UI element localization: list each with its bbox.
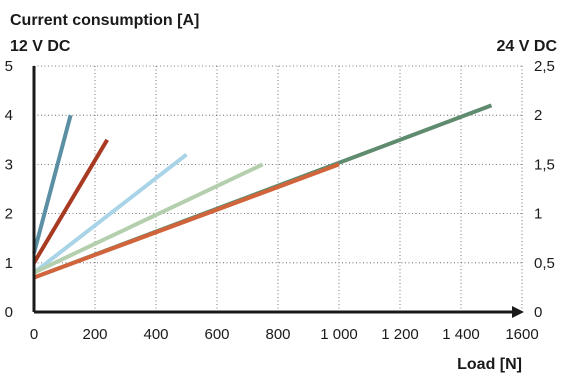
series-line-2: [32, 138, 109, 264]
y-right-tick-label: 1: [534, 206, 542, 223]
x-tick-label: 400: [143, 326, 168, 343]
y-left-tick-label: 4: [5, 107, 13, 124]
tick-labels: 0 200 400 600 800 1 000 1 200 1 400 1600 0 1 2 3 4 5 0 0…: [5, 58, 555, 343]
right-axis-label: 24 V DC: [497, 38, 558, 55]
y-left-tick-label: 2: [5, 206, 13, 223]
series-line-4: [33, 162, 264, 275]
left-axis-label: 12 V DC: [10, 38, 71, 55]
x-axis-label: Load [N]: [457, 356, 522, 373]
y-left-tick-label: 3: [5, 156, 13, 173]
y-right-tick-label: 0: [534, 304, 542, 321]
y-left-tick-label: 0: [5, 304, 13, 321]
y-right-tick-label: 0,5: [534, 255, 555, 272]
axes: [32, 66, 524, 318]
x-tick-label: 800: [265, 326, 290, 343]
y-right-tick-label: 2: [534, 107, 542, 124]
data-series: [32, 103, 493, 280]
x-tick-label: 600: [204, 326, 229, 343]
x-tick-label: 200: [82, 326, 107, 343]
y-left-tick-label: 1: [5, 255, 13, 272]
y-right-tick-label: 1,5: [534, 156, 555, 173]
x-tick-label: 0: [30, 326, 38, 343]
series-line-6: [33, 162, 340, 280]
chart-title: Current consumption [A]: [10, 12, 199, 29]
x-tick-label: 1 400: [442, 326, 480, 343]
series-line-3: [32, 152, 188, 275]
x-tick-label: 1 200: [381, 326, 419, 343]
y-right-tick-label: 2,5: [534, 58, 555, 75]
series-line-1: [32, 114, 73, 254]
x-tick-label: 1600: [505, 326, 538, 343]
y-left-tick-label: 5: [5, 58, 13, 75]
x-tick-label: 1 000: [320, 326, 358, 343]
x-axis-arrowhead: [512, 306, 524, 318]
